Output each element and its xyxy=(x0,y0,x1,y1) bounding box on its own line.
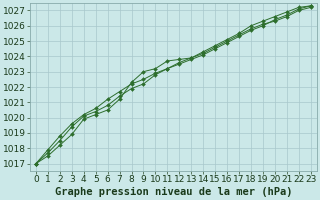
X-axis label: Graphe pression niveau de la mer (hPa): Graphe pression niveau de la mer (hPa) xyxy=(55,187,292,197)
